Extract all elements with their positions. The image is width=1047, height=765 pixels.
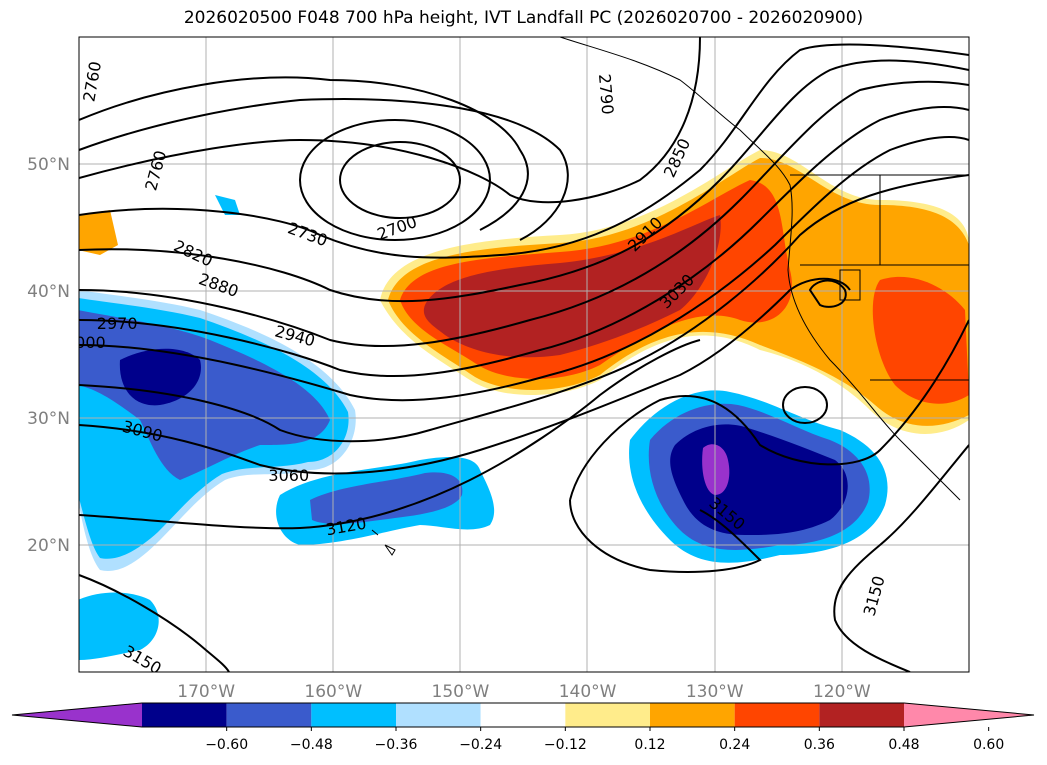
colorbar-tick-label: 0.24: [719, 737, 750, 753]
graticule: [79, 37, 969, 672]
lat-tick-label: 50°N: [27, 155, 70, 175]
lon-tick-label: 130°W: [686, 682, 744, 702]
shade-0.36-coast: [872, 276, 969, 404]
contour-label: 2970: [97, 314, 138, 333]
colorbar-segment: [226, 703, 312, 727]
colorbar-segment: [396, 703, 481, 727]
colorbar-segment: [734, 703, 820, 727]
contour-label: 3000: [65, 333, 106, 352]
ivt-negative-shading: [79, 195, 888, 660]
colorbar-segment: [311, 703, 396, 727]
lat-tick-label: 30°N: [27, 409, 70, 429]
contour-label-text: 2970: [97, 314, 138, 333]
shade-neg-small: [215, 195, 240, 215]
lon-tick-label: 160°W: [304, 682, 362, 702]
lon-tick-label: 150°W: [432, 682, 490, 702]
colorbar-extend-high: [904, 703, 1034, 727]
lon-tick-label: 170°W: [177, 682, 235, 702]
contour-label-text: 3000: [65, 333, 106, 352]
page-title: 2026020500 F048 700 hPa height, IVT Land…: [183, 8, 864, 28]
shade-0.48: [423, 215, 721, 358]
ivt-positive-shading: [79, 150, 969, 434]
lat-tick-label: 20°N: [27, 536, 70, 556]
colorbar-outline: [11, 702, 1035, 728]
colorbar-tick-label: 0.60: [973, 737, 1004, 753]
colorbar-segment: [819, 703, 904, 727]
lon-tick-label: 120°W: [813, 682, 871, 702]
coastlines: [371, 37, 969, 556]
contour-label-text: 3060: [268, 466, 309, 485]
colorbar-tick-label: −0.12: [544, 737, 587, 753]
colorbar-extend-low: [12, 703, 142, 727]
colorbar-segment: [480, 703, 566, 727]
contour-label: 3060: [268, 466, 309, 485]
colorbar-tick-label: −0.24: [459, 737, 502, 753]
shade-neg-0.60-pacific: [702, 444, 730, 495]
height-contours: [79, 37, 969, 672]
map-frame: [78, 36, 970, 673]
colorbar-tick-label: −0.48: [290, 737, 333, 753]
colorbar-tick-label: 0.12: [634, 737, 665, 753]
colorbar-segment: [565, 703, 650, 727]
shade-neg-0.48-west: [119, 348, 201, 406]
colorbar-segment: [142, 703, 227, 727]
contour-label-text: 2790: [595, 73, 617, 115]
colorbar-segment: [650, 703, 735, 727]
contour-label: 2790: [595, 73, 617, 115]
latitude-labels: 50°N 40°N 30°N 20°N: [27, 155, 70, 556]
lat-tick-label: 40°N: [27, 282, 70, 302]
shade-neg-0.36-central: [310, 472, 463, 524]
shade-neg-0.24-south: [79, 592, 159, 660]
longitude-labels: 170°W 160°W 150°W 140°W 130°W 120°W: [177, 682, 871, 702]
shade-0.24-west: [79, 210, 118, 255]
lon-tick-label: 140°W: [559, 682, 617, 702]
colorbar-tick-label: 0.48: [888, 737, 919, 753]
colorbar-tick-label: −0.36: [375, 737, 418, 753]
colorbar: −0.60 −0.48 −0.36 −0.24 −0.12 0.12 0.24 0.36 0.4…: [11, 702, 1035, 753]
colorbar-tick-label: −0.60: [205, 737, 248, 753]
colorbar-tick-label: 0.36: [804, 737, 835, 753]
